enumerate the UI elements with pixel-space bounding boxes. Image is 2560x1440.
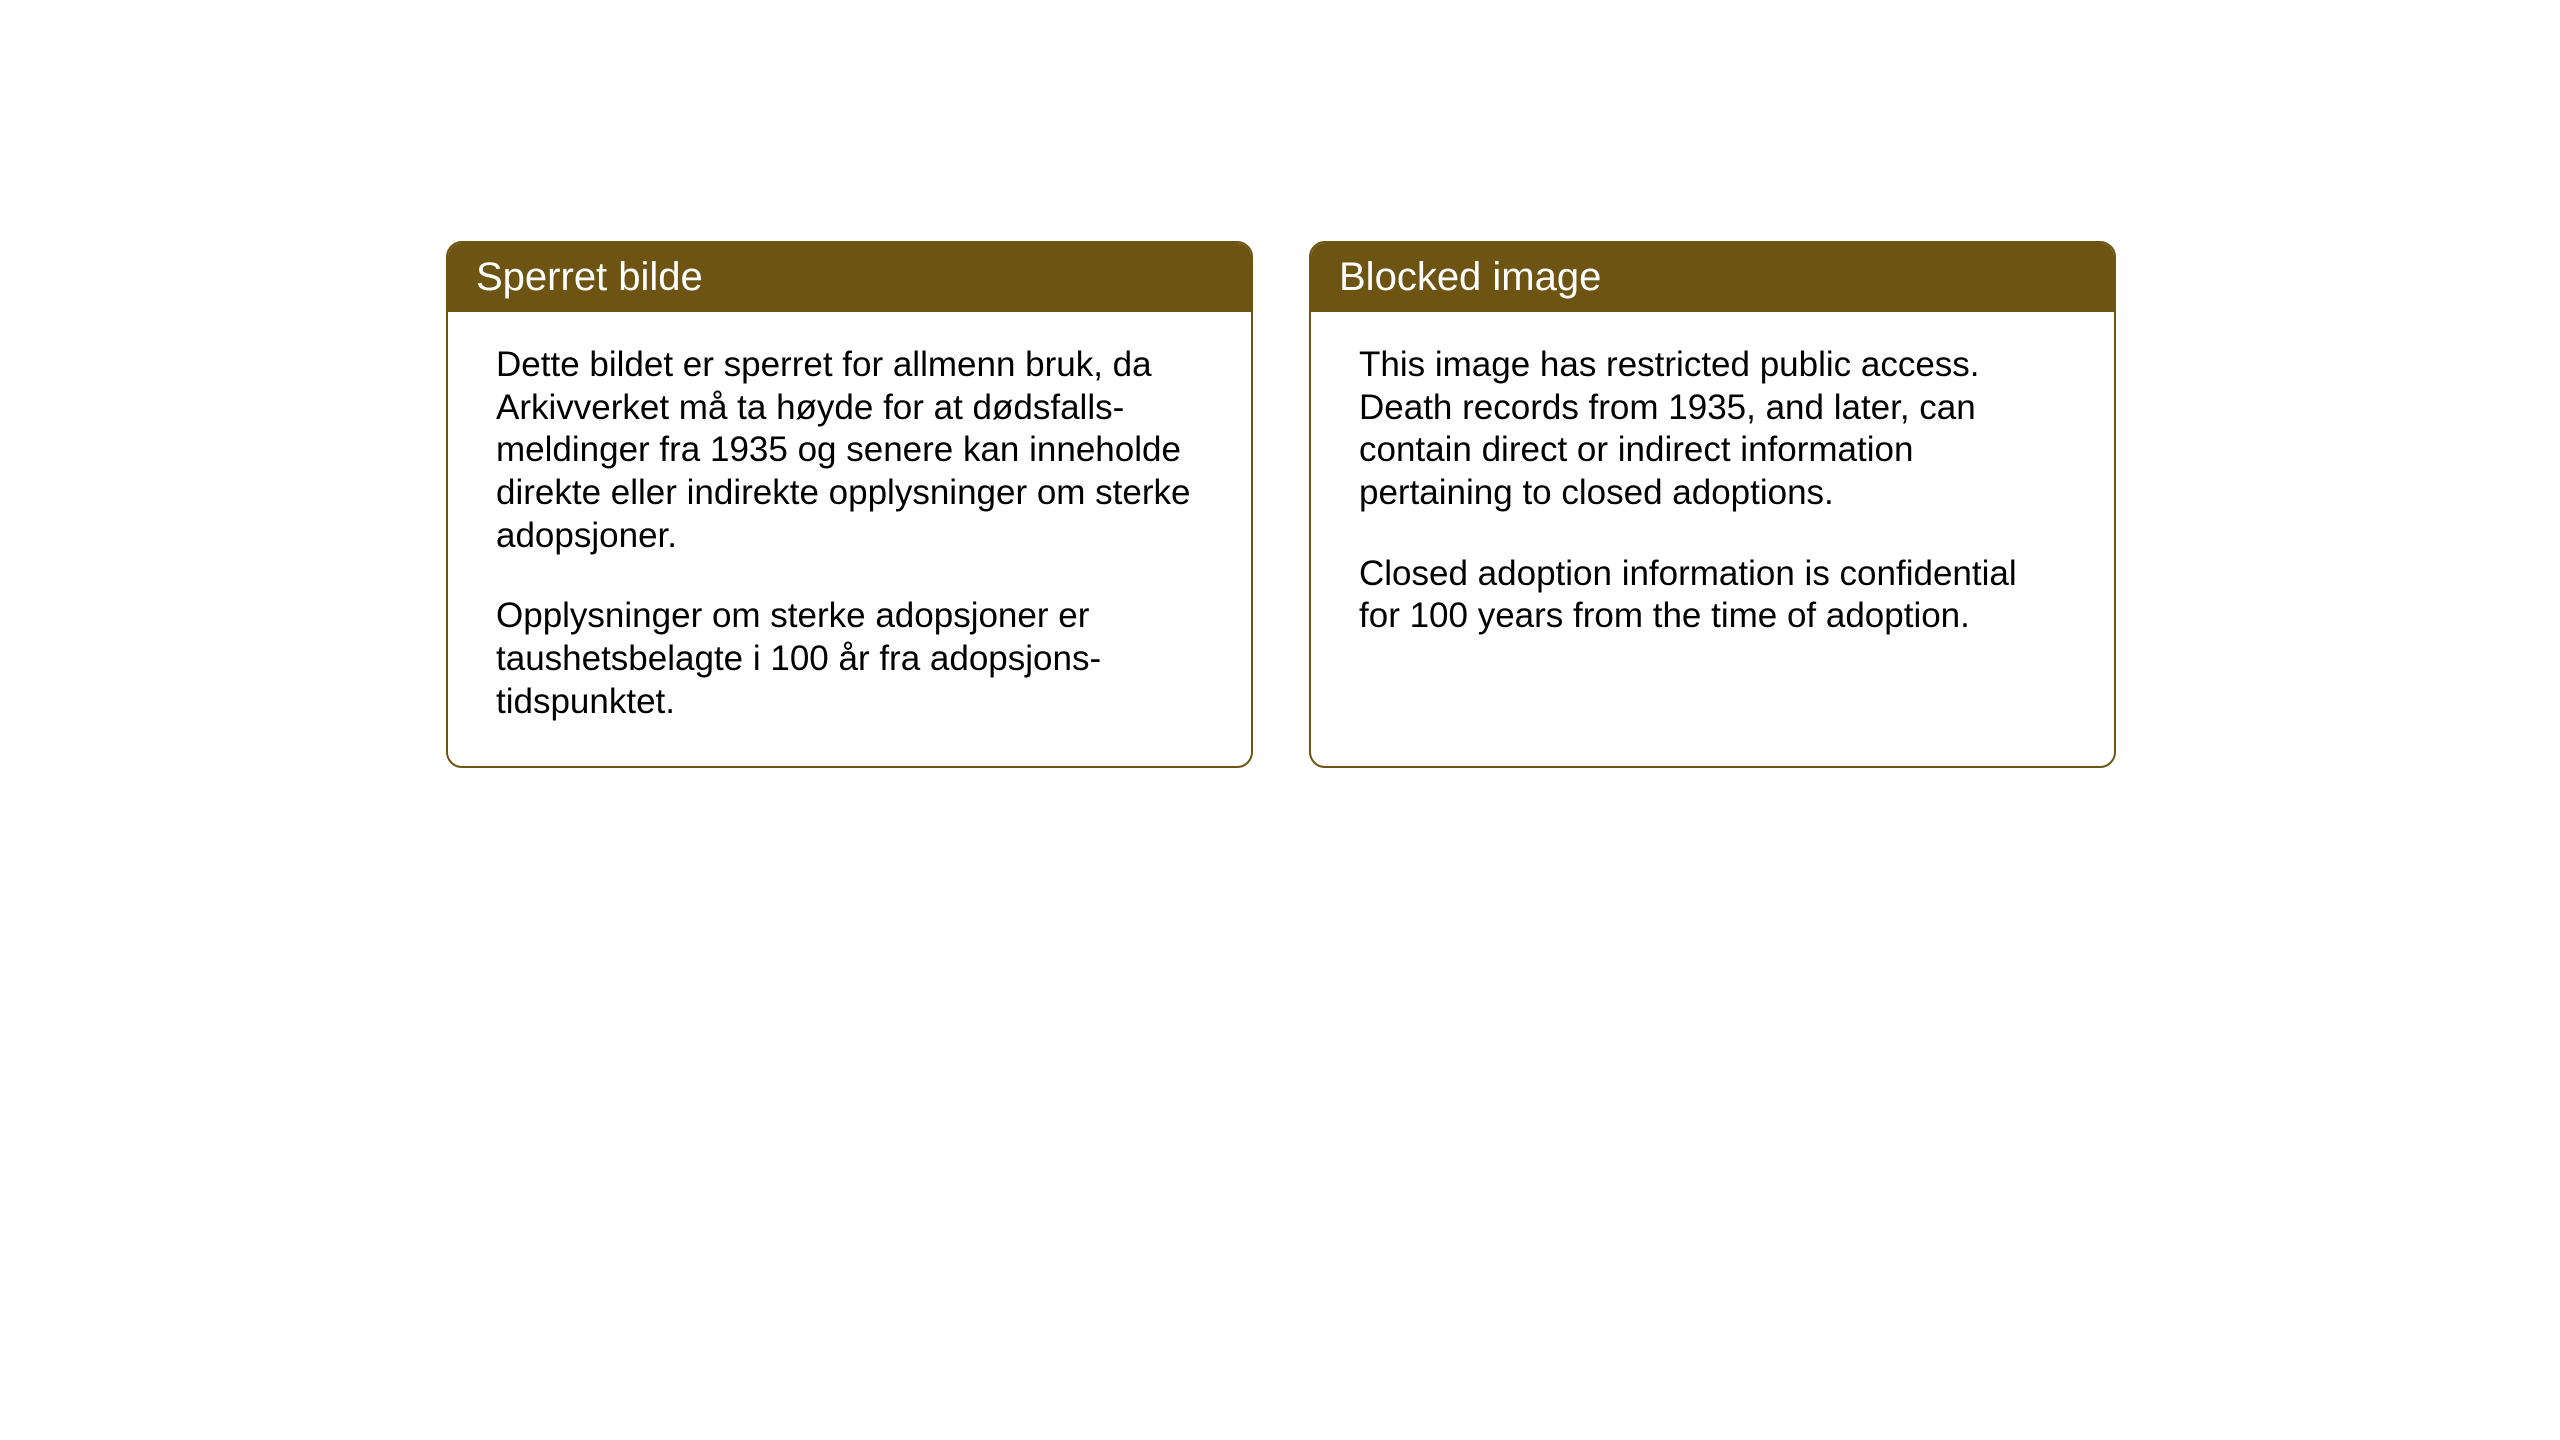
card-english: Blocked image This image has restricted … <box>1309 241 2116 768</box>
paragraph-norwegian-1: Dette bildet er sperret for allmenn bruk… <box>496 344 1203 557</box>
card-header-english: Blocked image <box>1311 243 2114 312</box>
cards-container: Sperret bilde Dette bildet er sperret fo… <box>446 241 2116 768</box>
paragraph-english-2: Closed adoption information is confident… <box>1359 553 2066 638</box>
paragraph-norwegian-2: Opplysninger om sterke adopsjoner er tau… <box>496 595 1203 723</box>
card-norwegian: Sperret bilde Dette bildet er sperret fo… <box>446 241 1253 768</box>
paragraph-english-1: This image has restricted public access.… <box>1359 344 2066 515</box>
card-body-english: This image has restricted public access.… <box>1311 312 2114 680</box>
card-header-norwegian: Sperret bilde <box>448 243 1251 312</box>
card-body-norwegian: Dette bildet er sperret for allmenn bruk… <box>448 312 1251 766</box>
